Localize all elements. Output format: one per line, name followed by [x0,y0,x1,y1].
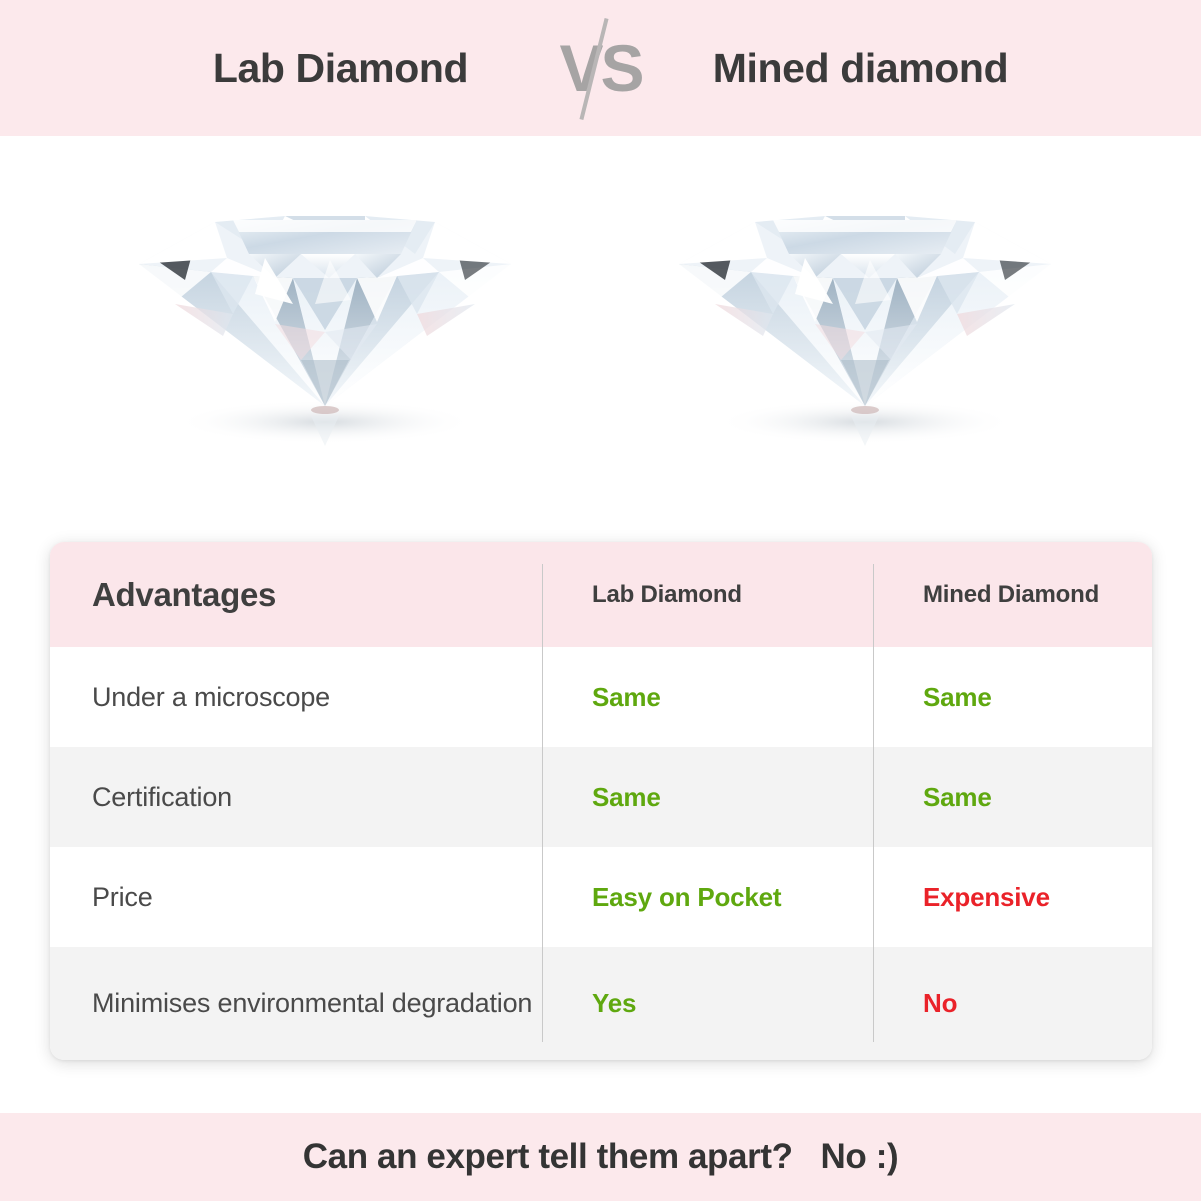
table-cell-mined-value: No [923,988,958,1018]
table-header-feature-label: Advantages [92,575,277,613]
table-cell-mined-value: Same [923,781,992,812]
table-row: Certification Same Same [50,747,1152,847]
diamond-illustration-icon [679,216,1051,446]
table-header-mined-cell: Mined Diamond [873,581,1152,609]
header-title-lab: Lab Diamond [212,44,469,91]
table-cell-lab-value: Yes [592,988,637,1018]
header-title-mined: Mined diamond [712,44,1009,91]
column-divider-1 [542,564,543,1042]
table-cell-lab: Yes [542,988,873,1019]
table-cell-lab-value: Same [592,781,661,812]
table-header-mined-label: Mined Diamond [923,580,1100,608]
table-cell-mined: No [873,988,1152,1019]
table-cell-lab: Same [542,782,873,813]
diamond-illustration-icon [139,216,511,446]
table-cell-feature: Minimises environmental degradation [50,984,542,1022]
table-cell-mined-value: Expensive [923,881,1050,912]
table-cell-mined-value: Same [923,681,992,712]
table-cell-mined: Same [873,682,1152,713]
comparison-table: Advantages Lab Diamond Mined Diamond Und… [50,542,1152,1060]
table-cell-feature-label: Under a microscope [92,681,331,712]
table-cell-feature: Certification [50,778,542,816]
table-header-lab-cell: Lab Diamond [542,581,873,609]
table-header-lab-label: Lab Diamond [592,580,742,608]
header-inner: Lab Diamond VS Mined diamond [0,13,1201,123]
versus-badge: VS [541,13,661,123]
footer-bar: Can an expert tell them apart? No :) [0,1113,1201,1201]
diamond-image-mined [655,154,1075,484]
versus-label: VS [559,31,644,105]
table-cell-feature-label: Certification [92,781,232,812]
table-row: Minimises environmental degradation Yes … [50,947,1152,1060]
table-cell-lab: Easy on Pocket [542,882,873,913]
table-row: Under a microscope Same Same [50,647,1152,747]
diamond-image-area [0,136,1201,542]
table-row: Price Easy on Pocket Expensive [50,847,1152,947]
table-header-feature-cell: Advantages [50,576,542,614]
table-cell-lab: Same [542,682,873,713]
table-cell-lab-value: Easy on Pocket [592,881,782,912]
table-cell-feature: Under a microscope [50,678,542,716]
table-cell-lab-value: Same [592,681,661,712]
table-cell-feature: Price [50,878,542,916]
column-divider-2 [873,564,874,1042]
table-cell-feature-label: Price [92,881,153,912]
footer-question: Can an expert tell them apart? No :) [302,1137,899,1176]
table-header-row: Advantages Lab Diamond Mined Diamond [50,542,1152,647]
table-cell-mined: Expensive [873,882,1152,913]
header-bar: Lab Diamond VS Mined diamond [0,0,1201,136]
diamond-image-lab [115,154,535,484]
table-cell-feature-label: Minimises environmental degradation [92,988,533,1019]
table-cell-mined: Same [873,782,1152,813]
